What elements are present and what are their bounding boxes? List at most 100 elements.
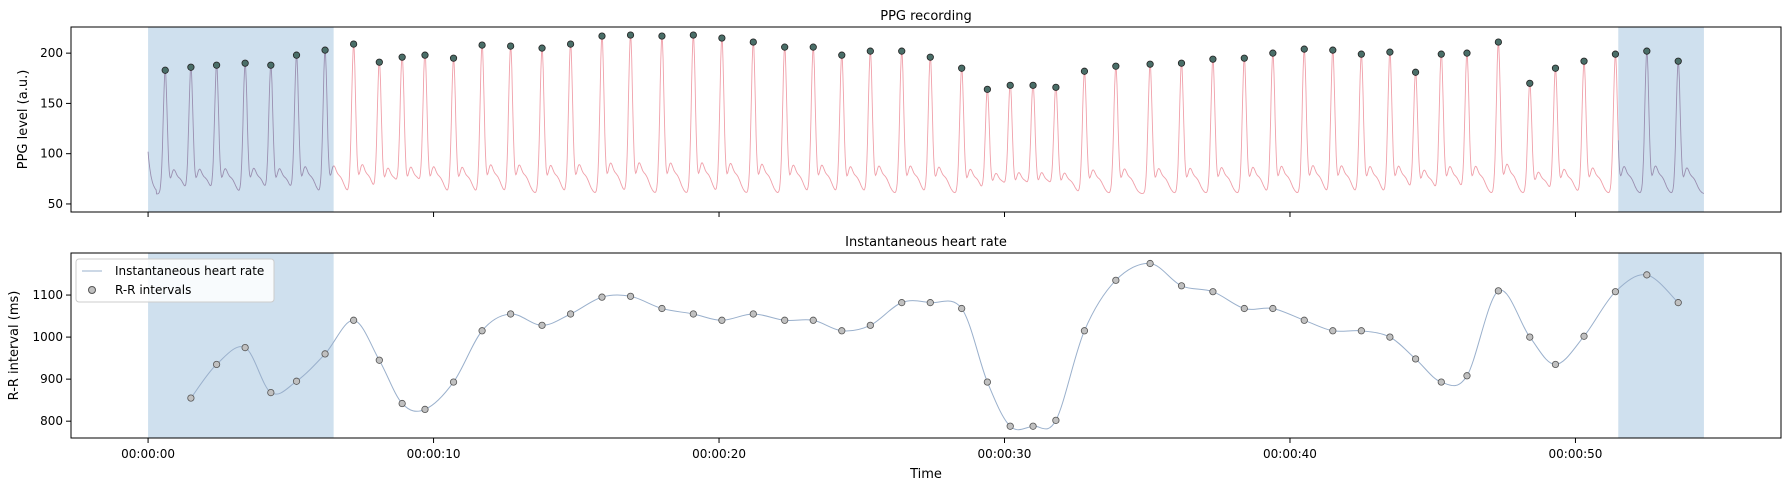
ppg-peak-marker: [1240, 54, 1248, 62]
rr-interval-point: [449, 378, 458, 386]
x-tick-label: 00:00:40: [1263, 447, 1317, 461]
ppg-peak-marker: [983, 85, 991, 93]
ppg-peak-marker: [1112, 62, 1120, 70]
ppg-peak-marker: [1052, 83, 1060, 91]
ppg-peak-marker: [161, 66, 169, 74]
rr-interval-point: [1269, 304, 1277, 313]
ppg-peak-marker: [718, 34, 726, 42]
rr-interval-point: [1080, 327, 1089, 335]
rr-interval-point: [566, 310, 575, 318]
rr-interval-point: [1177, 282, 1186, 290]
ppg-peak-marker: [1580, 57, 1588, 65]
ppg-peak-marker: [1329, 46, 1337, 54]
hr-points: [187, 259, 1682, 430]
ppg-peak-marker: [187, 63, 195, 71]
legend-entry-heart-rate: Instantaneous heart rate: [115, 264, 264, 278]
ppg-signal-segment: [147, 49, 334, 195]
rr-interval-point: [1240, 304, 1248, 313]
y-tick-label: 900: [40, 372, 63, 386]
rr-interval-point: [983, 378, 991, 386]
rr-interval-point: [689, 310, 697, 318]
rr-interval-point: [398, 399, 406, 408]
hr-smooth-line: [190, 262, 1679, 431]
rr-interval-point: [1643, 271, 1651, 279]
ppg-peak-marker: [1080, 67, 1089, 75]
rr-interval-point: [926, 299, 934, 307]
hr-line: [190, 262, 1679, 431]
ppg-ticks: 50 100 150 200: [40, 46, 1576, 217]
ppg-signal: [147, 34, 1704, 195]
ppg-peak-marker: [507, 42, 515, 50]
ppg-peak-marker: [658, 32, 666, 40]
rr-interval-point: [1146, 259, 1154, 268]
ppg-peak-marker: [1643, 47, 1651, 55]
rr-interval-point: [1463, 372, 1471, 380]
ppg-peak-marker: [1611, 50, 1620, 58]
rr-interval-point: [1029, 422, 1037, 430]
rr-interval-point: [421, 405, 429, 414]
ppg-peak-marker: [212, 61, 221, 69]
ppg-panel: 50 100 150 200 PPG recording PPG level (a.u…: [16, 9, 1782, 217]
rr-interval-point: [749, 310, 757, 318]
ppg-peak-marker: [1437, 50, 1445, 58]
shaded-region: [1618, 253, 1704, 438]
x-tick-label: 00:00:00: [121, 447, 175, 461]
rr-interval-point: [1611, 288, 1620, 296]
ppg-peak-marker: [1177, 59, 1186, 67]
ppg-peak-marker: [626, 31, 635, 39]
legend: Instantaneous heart rate R-R intervals: [75, 258, 275, 303]
ppg-peak-marker: [1674, 57, 1682, 65]
hr-title: Instantaneous heart rate: [845, 235, 1007, 250]
rr-interval-point: [538, 321, 546, 329]
rr-interval-point: [781, 316, 789, 324]
shaded-region: [1618, 27, 1704, 212]
rr-interval-point: [350, 316, 358, 324]
ppg-ylabel: PPG level (a.u.): [16, 70, 31, 170]
y-tick-label: 150: [40, 96, 63, 110]
legend-entry-rr-intervals: R-R intervals: [115, 283, 191, 297]
rr-interval-point: [958, 304, 966, 313]
rr-interval-point: [507, 310, 515, 318]
ppg-peak-marker: [1006, 81, 1014, 89]
ppg-peak-marker: [958, 64, 966, 72]
hr-ylabel: R-R interval (ms): [7, 291, 22, 401]
ppg-peak-marker: [1269, 49, 1277, 57]
ppg-peak-marker: [838, 51, 846, 59]
rr-interval-point: [838, 327, 846, 335]
hr-ticks: 800 900 1000 1100 00:00:00 00:00:10 00:00:20 00…: [32, 288, 1602, 461]
ppg-peak-marker: [267, 61, 275, 69]
rr-interval-point: [375, 356, 383, 364]
y-tick-label: 1000: [32, 330, 63, 344]
hr-shaded-regions: [148, 253, 1704, 438]
rr-interval-point: [187, 394, 195, 402]
rr-interval-point: [321, 350, 329, 358]
ppg-peak-marker: [1551, 64, 1560, 72]
y-tick-label: 100: [40, 147, 63, 161]
ppg-peak-marker: [321, 46, 329, 54]
ppg-axes-frame: [70, 26, 1782, 213]
ppg-peak-marker: [866, 47, 874, 55]
rr-interval-point: [1300, 316, 1308, 324]
ppg-peak-marker: [1494, 38, 1502, 46]
rr-interval-point: [1580, 332, 1588, 340]
ppg-peak-marker: [1209, 55, 1217, 63]
ppg-peak-marker: [898, 47, 906, 55]
ppg-peak-marker: [1146, 60, 1154, 68]
ppg-peak-marker: [241, 59, 249, 67]
rr-interval-point: [866, 321, 874, 329]
rr-interval-point: [1006, 422, 1014, 430]
rr-interval-point: [1551, 360, 1560, 369]
rr-interval-point: [1386, 333, 1394, 341]
rr-interval-point: [1357, 327, 1365, 335]
ppg-signal-segment: [333, 34, 1619, 195]
rr-interval-point: [1674, 299, 1682, 307]
rr-interval-point: [626, 292, 635, 300]
x-tick-label: 00:00:30: [978, 447, 1032, 461]
ppg-peak-marker: [538, 44, 546, 52]
rr-interval-point: [1209, 288, 1217, 296]
rr-interval-point: [809, 316, 817, 324]
ppg-signal-segment: [1617, 50, 1704, 194]
ppg-peak-marker: [421, 51, 429, 59]
rr-interval-point: [718, 316, 726, 324]
ppg-peak-marker: [1526, 79, 1534, 87]
